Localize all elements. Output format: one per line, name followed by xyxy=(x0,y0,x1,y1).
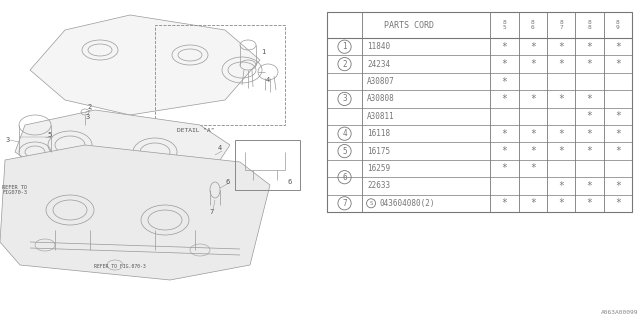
Text: *: * xyxy=(586,94,593,104)
Text: 16118: 16118 xyxy=(367,129,390,138)
Text: *: * xyxy=(586,181,593,191)
Text: *: * xyxy=(558,181,564,191)
Text: *: * xyxy=(615,129,621,139)
Text: 043604080(2): 043604080(2) xyxy=(379,199,435,208)
Text: 2: 2 xyxy=(342,60,347,68)
Text: REFER TO
FIG070-3: REFER TO FIG070-3 xyxy=(2,185,27,196)
Text: 1: 1 xyxy=(261,49,265,55)
Text: *: * xyxy=(558,59,564,69)
Text: 8
8: 8 8 xyxy=(588,20,591,30)
Text: REFER TO FIG.070-3: REFER TO FIG.070-3 xyxy=(94,265,146,269)
Text: 3: 3 xyxy=(86,114,90,120)
Text: *: * xyxy=(501,164,508,173)
Text: *: * xyxy=(501,42,508,52)
Polygon shape xyxy=(15,110,230,188)
Polygon shape xyxy=(30,15,260,115)
Text: *: * xyxy=(501,94,508,104)
Text: *: * xyxy=(530,129,536,139)
Text: *: * xyxy=(558,94,564,104)
Text: *: * xyxy=(530,146,536,156)
Text: *: * xyxy=(615,198,621,208)
Text: *: * xyxy=(530,59,536,69)
Text: *: * xyxy=(586,198,593,208)
Text: 6: 6 xyxy=(342,173,347,182)
Text: *: * xyxy=(501,129,508,139)
Text: *: * xyxy=(615,146,621,156)
Text: *: * xyxy=(530,164,536,173)
Text: 8
7: 8 7 xyxy=(559,20,563,30)
Text: *: * xyxy=(586,129,593,139)
Text: 24234: 24234 xyxy=(367,60,390,68)
Text: A30808: A30808 xyxy=(367,94,395,103)
Text: 22633: 22633 xyxy=(367,181,390,190)
Text: 3: 3 xyxy=(342,94,347,103)
Text: A063A00099: A063A00099 xyxy=(600,310,638,315)
Text: 8
5: 8 5 xyxy=(502,20,506,30)
Bar xyxy=(235,140,300,190)
Text: *: * xyxy=(586,59,593,69)
Text: *: * xyxy=(615,181,621,191)
Text: 1: 1 xyxy=(342,42,347,51)
Text: *: * xyxy=(615,111,621,121)
Text: *: * xyxy=(558,42,564,52)
Text: A30811: A30811 xyxy=(367,112,395,121)
Text: 5: 5 xyxy=(48,132,52,138)
Text: *: * xyxy=(530,94,536,104)
Text: 16259: 16259 xyxy=(367,164,390,173)
Text: *: * xyxy=(586,111,593,121)
Text: 8
9: 8 9 xyxy=(616,20,620,30)
Text: 5: 5 xyxy=(342,147,347,156)
Text: 7: 7 xyxy=(342,199,347,208)
Text: DETAIL "A": DETAIL "A" xyxy=(177,128,215,133)
Text: *: * xyxy=(615,42,621,52)
Text: *: * xyxy=(530,42,536,52)
Text: 8
6: 8 6 xyxy=(531,20,534,30)
Bar xyxy=(155,25,285,125)
Text: 11840: 11840 xyxy=(367,42,390,51)
Text: *: * xyxy=(586,146,593,156)
Text: A30807: A30807 xyxy=(367,77,395,86)
Text: *: * xyxy=(501,76,508,86)
Text: *: * xyxy=(586,42,593,52)
Text: *: * xyxy=(501,59,508,69)
Text: S: S xyxy=(369,201,372,206)
Text: 2: 2 xyxy=(88,104,92,110)
Text: 4: 4 xyxy=(266,77,270,83)
Bar xyxy=(327,12,632,212)
Text: *: * xyxy=(530,198,536,208)
Text: PARTS CORD: PARTS CORD xyxy=(383,20,433,29)
Polygon shape xyxy=(0,145,270,280)
Text: 16175: 16175 xyxy=(367,147,390,156)
Text: *: * xyxy=(558,198,564,208)
Text: 6: 6 xyxy=(226,179,230,185)
Text: 4: 4 xyxy=(342,129,347,138)
Text: 6: 6 xyxy=(288,179,292,185)
Text: *: * xyxy=(501,198,508,208)
Text: *: * xyxy=(558,129,564,139)
Text: 4: 4 xyxy=(218,145,222,151)
Text: *: * xyxy=(615,59,621,69)
Text: 7: 7 xyxy=(210,209,214,215)
Text: 3: 3 xyxy=(6,137,10,143)
Text: *: * xyxy=(501,146,508,156)
Text: *: * xyxy=(558,146,564,156)
